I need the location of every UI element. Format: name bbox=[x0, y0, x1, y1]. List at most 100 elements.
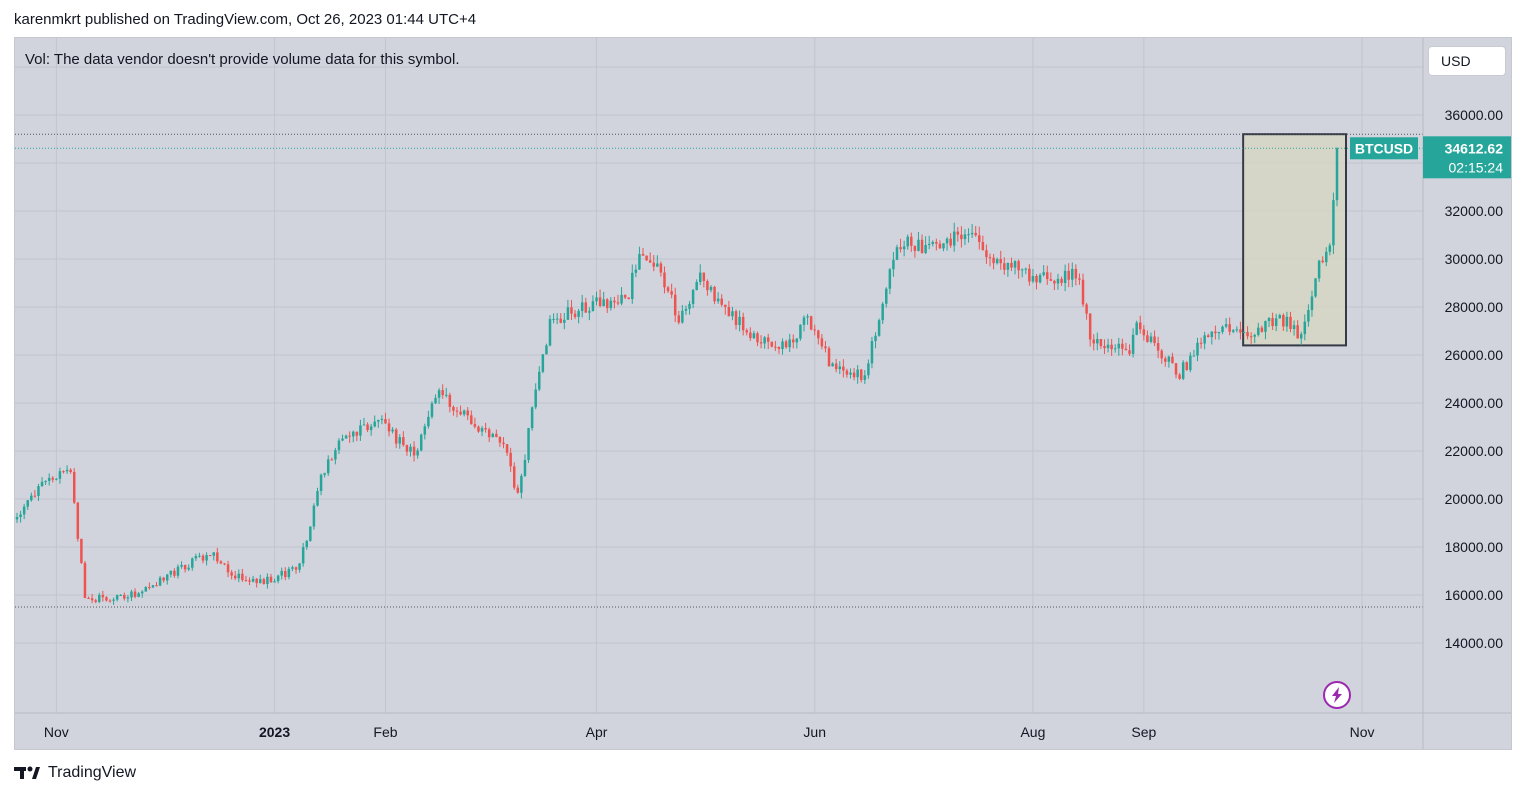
candle-body bbox=[312, 505, 316, 527]
footer-brand[interactable]: TradingView bbox=[14, 764, 136, 782]
candle bbox=[480, 425, 484, 437]
candle-body bbox=[366, 424, 369, 431]
candle bbox=[935, 238, 938, 251]
candle-body bbox=[1289, 316, 1292, 330]
candle bbox=[609, 297, 613, 311]
candle bbox=[219, 560, 223, 565]
candle bbox=[852, 368, 856, 381]
candle bbox=[47, 473, 51, 486]
price-tag: 34612.62 02:15:24 bbox=[1423, 136, 1511, 179]
candle bbox=[19, 510, 22, 523]
candle bbox=[348, 431, 351, 443]
candle bbox=[1020, 268, 1024, 278]
candle bbox=[452, 405, 455, 416]
candle bbox=[33, 489, 37, 498]
candle-body bbox=[1199, 342, 1203, 344]
candle bbox=[1053, 279, 1056, 290]
candle-body bbox=[688, 303, 691, 309]
candle bbox=[1206, 333, 1210, 338]
candle bbox=[641, 248, 645, 256]
candle bbox=[83, 561, 87, 599]
candle-body bbox=[616, 302, 620, 304]
candle-body bbox=[577, 310, 580, 317]
candle bbox=[1146, 330, 1149, 343]
candle bbox=[441, 384, 444, 399]
candle bbox=[391, 427, 394, 434]
candle bbox=[727, 300, 731, 317]
candlestick-chart[interactable]: 14000.00 16000.00 18000.00 20000.00 22000.00… bbox=[15, 38, 1512, 750]
candle bbox=[1045, 265, 1049, 285]
candle-body bbox=[530, 407, 534, 429]
candle-body bbox=[1314, 278, 1317, 297]
candle-body bbox=[83, 562, 87, 598]
candle-body bbox=[1260, 327, 1264, 332]
candle bbox=[1264, 320, 1267, 340]
candle bbox=[505, 443, 509, 456]
candle bbox=[1081, 273, 1085, 307]
candle-body bbox=[1282, 315, 1285, 327]
candle bbox=[863, 370, 867, 384]
candle-body bbox=[140, 591, 144, 594]
candle bbox=[1328, 243, 1332, 256]
candle bbox=[849, 368, 852, 379]
candle bbox=[316, 487, 319, 507]
candle-body bbox=[158, 577, 162, 586]
candle bbox=[334, 447, 337, 465]
candle bbox=[87, 596, 90, 599]
candle-body bbox=[877, 320, 881, 336]
candle-body bbox=[927, 243, 931, 245]
candle bbox=[555, 313, 559, 325]
candle bbox=[169, 570, 173, 578]
candle bbox=[709, 285, 713, 293]
candle bbox=[205, 552, 208, 566]
candle-body bbox=[595, 297, 598, 302]
candle-body bbox=[1028, 268, 1031, 282]
candle-body bbox=[1253, 334, 1256, 337]
candle bbox=[842, 359, 845, 378]
candle bbox=[598, 289, 602, 308]
candle-body bbox=[87, 597, 90, 599]
candle bbox=[101, 590, 105, 602]
candle-body bbox=[1096, 338, 1099, 344]
candle bbox=[319, 473, 323, 496]
candle bbox=[462, 409, 466, 417]
candle-body bbox=[1003, 263, 1006, 270]
lightning-icon[interactable] bbox=[1323, 681, 1351, 709]
candle bbox=[495, 429, 498, 438]
candle bbox=[1010, 257, 1013, 272]
candle bbox=[656, 255, 659, 268]
candle bbox=[548, 315, 552, 347]
candle bbox=[899, 238, 902, 253]
candle-body bbox=[219, 561, 223, 564]
chart-area[interactable]: 14000.00 16000.00 18000.00 20000.00 22000.00… bbox=[14, 37, 1512, 750]
candle-body bbox=[931, 241, 935, 244]
candle-body bbox=[1274, 318, 1278, 326]
candle-body bbox=[377, 419, 380, 422]
candle bbox=[1106, 338, 1110, 353]
candle-body bbox=[645, 255, 648, 261]
candle-body bbox=[727, 306, 731, 317]
candle-body bbox=[226, 564, 230, 573]
candle-body bbox=[970, 232, 974, 235]
candle bbox=[1274, 313, 1278, 332]
candle bbox=[691, 288, 695, 309]
candle bbox=[98, 592, 101, 604]
candle bbox=[330, 457, 334, 461]
candle bbox=[1228, 317, 1231, 336]
candle-body bbox=[648, 260, 652, 263]
candle-body bbox=[555, 318, 559, 320]
candle bbox=[759, 335, 763, 349]
candle-body bbox=[119, 594, 122, 596]
currency-button[interactable]: USD bbox=[1428, 46, 1506, 76]
candle bbox=[223, 563, 226, 566]
candle bbox=[1117, 337, 1121, 356]
candle-body bbox=[598, 297, 602, 307]
candle bbox=[1031, 268, 1035, 284]
candle-body bbox=[985, 250, 988, 258]
candle bbox=[244, 575, 248, 582]
candle-body bbox=[1242, 332, 1246, 334]
candle-body bbox=[1038, 275, 1042, 283]
candle-body bbox=[763, 337, 766, 344]
candle-body bbox=[591, 301, 595, 312]
candle-body bbox=[952, 231, 956, 246]
